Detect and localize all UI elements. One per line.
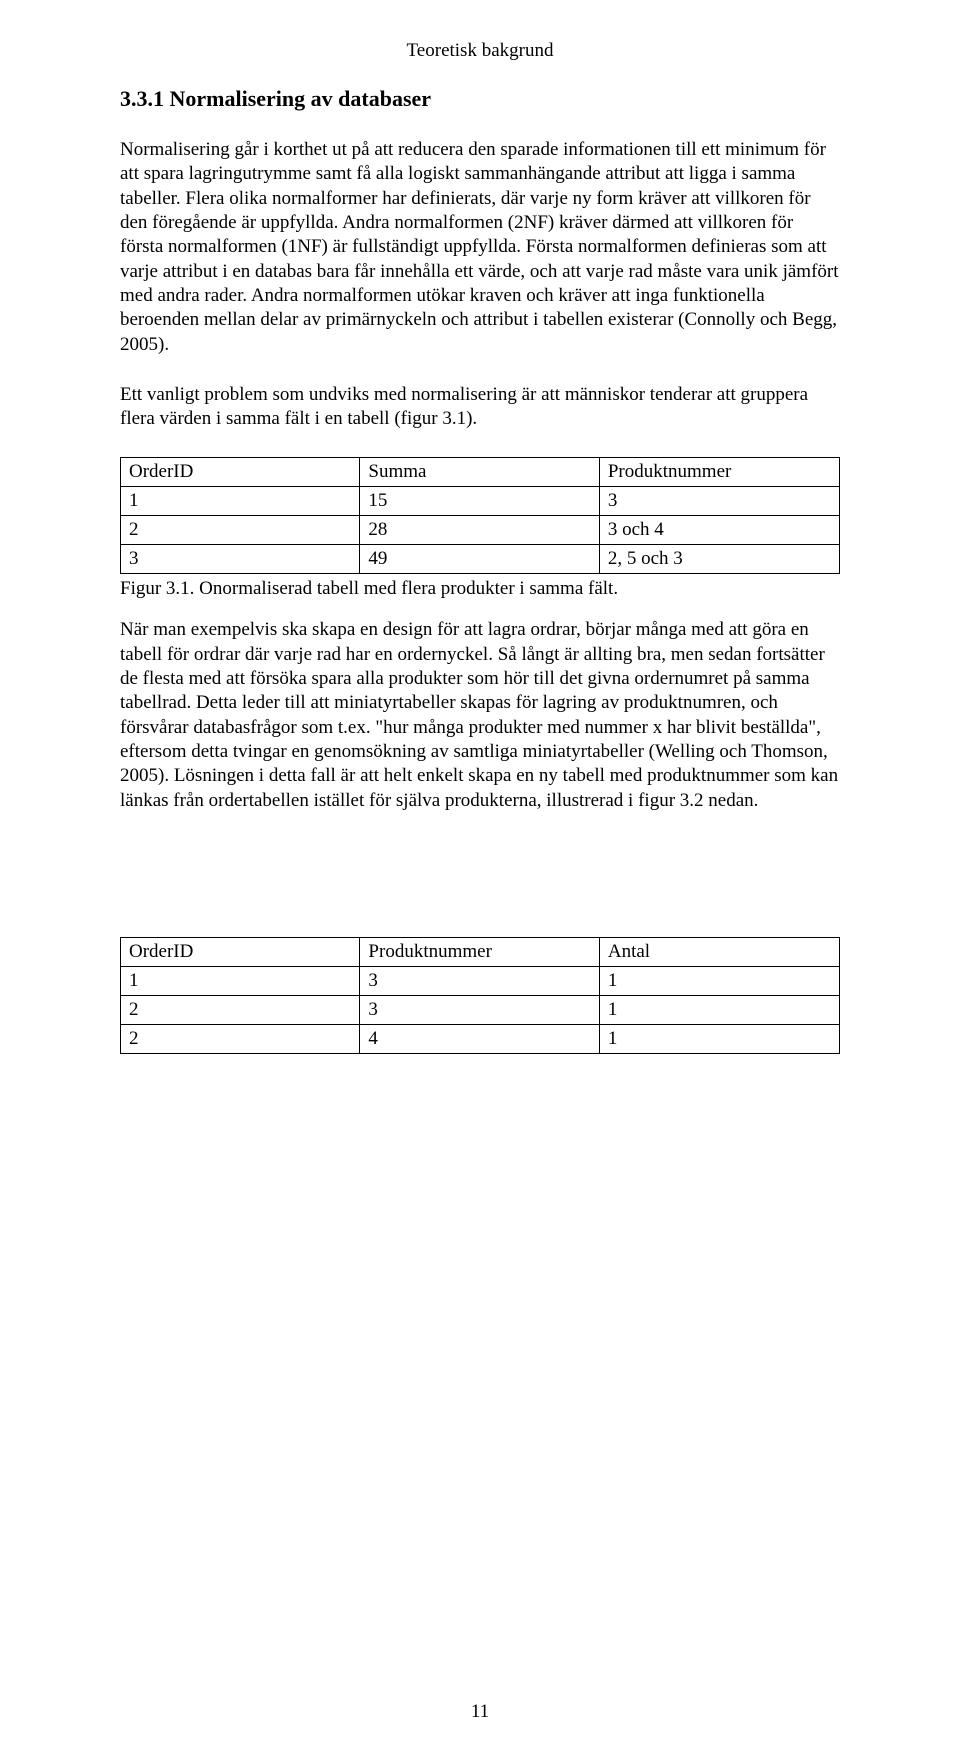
document-page: Teoretisk bakgrund 3.3.1 Normalisering a… <box>0 0 960 1749</box>
cell: 3 <box>360 995 599 1024</box>
section-heading: 3.3.1 Normalisering av databaser <box>120 86 840 112</box>
cell: 1 <box>599 995 839 1024</box>
table-row: OrderID Summa Produktnummer <box>121 458 840 487</box>
paragraph-2: Ett vanligt problem som undviks med norm… <box>120 383 840 432</box>
cell: 1 <box>121 966 360 995</box>
table-row: OrderID Produktnummer Antal <box>121 937 840 966</box>
cell: 3 och 4 <box>599 516 839 545</box>
col-header: OrderID <box>121 937 360 966</box>
table-row: 3 49 2, 5 och 3 <box>121 545 840 574</box>
col-header: OrderID <box>121 458 360 487</box>
cell: 2, 5 och 3 <box>599 545 839 574</box>
cell: 2 <box>121 995 360 1024</box>
cell: 3 <box>599 487 839 516</box>
cell: 2 <box>121 516 360 545</box>
col-header: Antal <box>599 937 839 966</box>
table-row: 2 28 3 och 4 <box>121 516 840 545</box>
cell: 1 <box>599 966 839 995</box>
cell: 2 <box>121 1024 360 1053</box>
page-number: 11 <box>0 1701 960 1723</box>
table-normalized: OrderID Produktnummer Antal 1 3 1 2 3 1 … <box>120 937 840 1054</box>
table-row: 1 15 3 <box>121 487 840 516</box>
paragraph-3: När man exempelvis ska skapa en design f… <box>120 618 840 813</box>
cell: 15 <box>360 487 599 516</box>
spacer <box>120 839 840 929</box>
table-unnormalized: OrderID Summa Produktnummer 1 15 3 2 28 … <box>120 457 840 574</box>
cell: 3 <box>360 966 599 995</box>
col-header: Produktnummer <box>360 937 599 966</box>
cell: 4 <box>360 1024 599 1053</box>
table-row: 2 4 1 <box>121 1024 840 1053</box>
table-row: 2 3 1 <box>121 995 840 1024</box>
cell: 49 <box>360 545 599 574</box>
col-header: Produktnummer <box>599 458 839 487</box>
running-head: Teoretisk bakgrund <box>120 40 840 62</box>
cell: 28 <box>360 516 599 545</box>
table-row: 1 3 1 <box>121 966 840 995</box>
cell: 1 <box>599 1024 839 1053</box>
col-header: Summa <box>360 458 599 487</box>
cell: 1 <box>121 487 360 516</box>
paragraph-1: Normalisering går i korthet ut på att re… <box>120 138 840 357</box>
cell: 3 <box>121 545 360 574</box>
figure-caption-3-1: Figur 3.1. Onormaliserad tabell med fler… <box>120 578 840 600</box>
